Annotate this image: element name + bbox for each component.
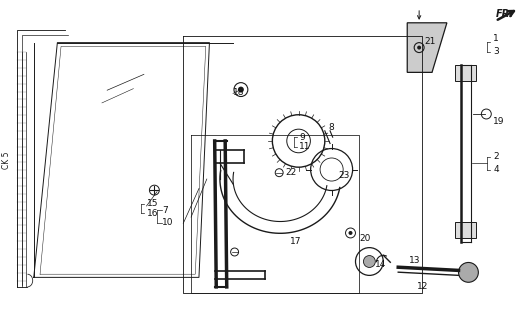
Text: 10: 10 [162,218,174,227]
Text: 17: 17 [290,237,301,246]
Text: 8: 8 [329,123,334,132]
Text: 1: 1 [493,34,499,43]
Text: 21: 21 [424,37,436,46]
Text: 14: 14 [375,260,386,268]
Text: 12: 12 [416,282,428,291]
Text: 23: 23 [338,171,349,180]
Polygon shape [407,23,447,72]
Text: 9: 9 [299,133,305,142]
Text: 15: 15 [147,199,158,208]
Text: 7: 7 [162,206,168,215]
Text: 16: 16 [147,209,158,218]
Circle shape [363,256,376,268]
Text: 22: 22 [286,168,297,177]
Text: 13: 13 [409,256,420,265]
Circle shape [238,87,244,92]
Text: 18: 18 [233,88,244,97]
Bar [455,65,476,81]
Text: 3: 3 [493,47,499,56]
Bar [455,65,476,81]
Bar [455,222,476,238]
Text: 11: 11 [299,142,311,151]
Circle shape [349,231,352,235]
Text: 4: 4 [493,165,499,174]
Text: 2: 2 [493,152,499,161]
Text: CK 5: CK 5 [2,151,11,169]
Text: 20: 20 [359,234,370,243]
Circle shape [459,262,478,282]
Text: 19: 19 [493,117,505,126]
Text: FR.: FR. [496,9,514,19]
Bar [455,222,476,238]
Circle shape [417,46,421,50]
